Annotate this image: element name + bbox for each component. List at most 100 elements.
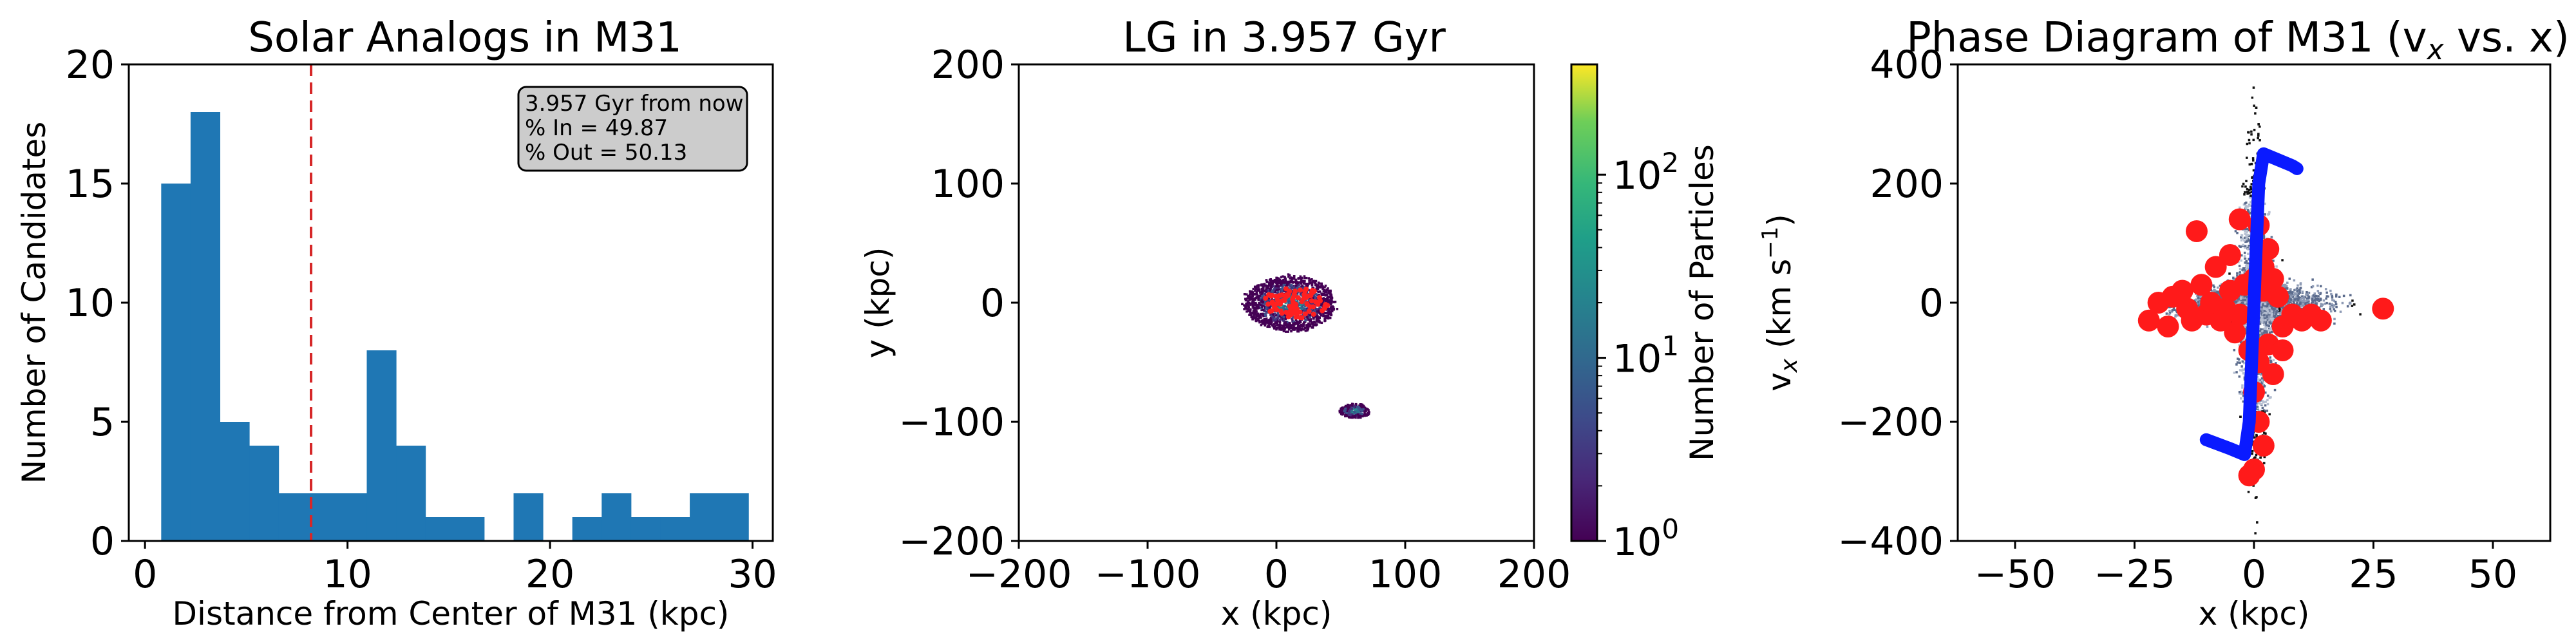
density-cell xyxy=(1286,307,1289,309)
density-cell xyxy=(1262,321,1265,325)
density-cell xyxy=(1267,297,1270,299)
density-cell xyxy=(2302,298,2306,301)
density-cell xyxy=(1257,284,1260,287)
density-cell xyxy=(2331,294,2334,298)
density-cell xyxy=(2331,299,2334,301)
density-cell xyxy=(2313,292,2316,295)
density-cell xyxy=(1280,317,1283,319)
density-cell xyxy=(2305,293,2307,296)
density-cell xyxy=(1256,305,1260,308)
density-cell xyxy=(1261,295,1264,298)
density-cell xyxy=(1359,412,1362,415)
density-cell xyxy=(1251,293,1253,296)
density-cell xyxy=(2310,286,2313,289)
density-cell xyxy=(2333,322,2336,325)
density-cell xyxy=(2313,301,2316,304)
density-cell xyxy=(1278,326,1281,328)
density-cell xyxy=(2171,309,2174,312)
density-cell xyxy=(1281,327,1284,330)
density-cell xyxy=(2268,317,2270,320)
density-cell xyxy=(1298,324,1301,327)
density-cell xyxy=(1325,290,1328,294)
y-tick-label: 20 xyxy=(66,43,115,88)
density-cell xyxy=(1280,324,1283,327)
density-cell xyxy=(1328,301,1331,304)
density-cell xyxy=(1290,327,1293,329)
density-cell xyxy=(1367,412,1370,415)
density-cell xyxy=(2278,310,2281,314)
density-cell xyxy=(2307,297,2310,299)
density-cell xyxy=(1349,410,1352,412)
density-cell xyxy=(2206,325,2209,328)
density-cell xyxy=(1280,287,1283,290)
density-cell xyxy=(2351,299,2354,302)
density-cell xyxy=(1354,408,1357,411)
histogram-bar xyxy=(161,184,191,541)
density-cell xyxy=(1315,318,1318,321)
density-cell xyxy=(1283,323,1286,326)
density-cell xyxy=(1280,289,1282,292)
density-cell xyxy=(1344,404,1347,408)
density-cell xyxy=(1244,307,1247,310)
density-cell xyxy=(1271,316,1274,319)
density-cell xyxy=(1363,412,1366,415)
histogram-x-ticks: 0 10 20 30 xyxy=(133,541,777,597)
density-cell xyxy=(2327,295,2329,298)
density-cell xyxy=(1259,294,1262,296)
solar-analog-point xyxy=(1305,293,1311,299)
density-cell xyxy=(2217,286,2219,289)
density-cell xyxy=(1273,312,1276,316)
density-cell xyxy=(1309,323,1312,326)
density-cell xyxy=(1340,407,1343,410)
density-cell xyxy=(1275,289,1278,291)
density-cell xyxy=(1245,310,1248,313)
density-cell xyxy=(2315,294,2318,298)
density-cell xyxy=(1278,315,1282,317)
density-cell xyxy=(1255,314,1258,317)
density-cell xyxy=(1251,315,1254,318)
density-cell xyxy=(1331,310,1334,313)
annotation-line-2: % In = 49.87 xyxy=(525,115,668,141)
density-cell xyxy=(1303,307,1307,310)
histogram-bar xyxy=(220,422,250,541)
density-cell xyxy=(2283,283,2286,287)
density-cell xyxy=(2170,310,2174,313)
density-cell xyxy=(2173,308,2176,312)
solar-analog-point xyxy=(1306,308,1312,314)
density-cell xyxy=(1273,323,1276,325)
density-cell xyxy=(1354,407,1356,410)
density-cell xyxy=(2306,294,2309,297)
density-cell xyxy=(1279,278,1282,281)
density-cell xyxy=(1304,329,1307,332)
solar-analog-point xyxy=(1287,289,1293,294)
density-cell xyxy=(1251,291,1255,294)
density-cell xyxy=(1299,321,1302,323)
density-cell xyxy=(1274,285,1278,288)
density-cell xyxy=(1298,281,1301,284)
density-cell xyxy=(1294,322,1296,325)
density-cell xyxy=(1320,283,1323,287)
density-cell xyxy=(1325,299,1327,303)
density-cell xyxy=(1287,323,1290,327)
density-cell xyxy=(1283,314,1286,317)
annotation-line-3: % Out = 50.13 xyxy=(525,140,687,166)
density-cell xyxy=(1319,290,1321,293)
density-cell xyxy=(2297,294,2300,298)
histogram-bar xyxy=(190,112,221,541)
density-cell xyxy=(2349,294,2352,297)
density-cell xyxy=(1298,301,1301,305)
density-cell xyxy=(1253,316,1255,319)
density-cell xyxy=(1296,330,1299,333)
density-cell xyxy=(1314,281,1316,284)
density-cell xyxy=(1253,285,1256,289)
density-cell xyxy=(2219,284,2222,287)
density-cell xyxy=(2296,289,2298,292)
density-cell xyxy=(2277,314,2280,317)
density-cell xyxy=(1261,322,1264,325)
density-cell xyxy=(1251,292,1253,295)
density-cell xyxy=(1248,294,1251,296)
density-cell xyxy=(2333,299,2336,302)
density-cell xyxy=(1362,404,1365,408)
density-cell xyxy=(2317,292,2320,294)
x-tick-label: 0 xyxy=(1264,552,1289,597)
